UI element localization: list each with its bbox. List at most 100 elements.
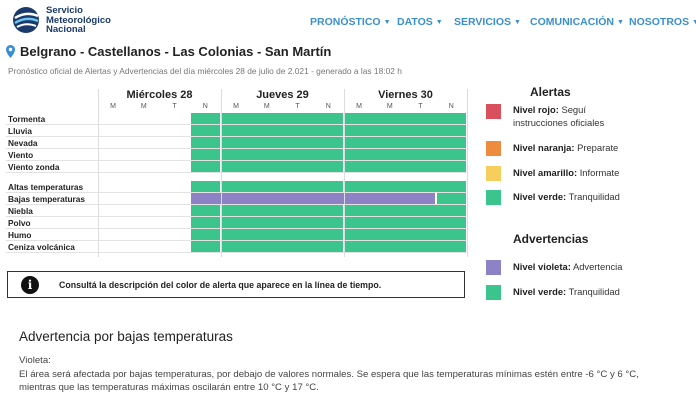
swatch-amarillo: [486, 166, 501, 181]
row-divider: [6, 204, 467, 205]
hazard-label: Altas temperaturas: [8, 182, 84, 192]
legend-desc: Preparate: [577, 142, 619, 153]
warning-text-line1: El área será afectada por bajas temperat…: [19, 369, 639, 380]
alert-cell-verde[interactable]: [345, 161, 466, 172]
alert-cell-verde[interactable]: [345, 149, 466, 160]
smn-logo-icon[interactable]: [10, 5, 44, 35]
alert-cell-verde[interactable]: [345, 125, 466, 136]
alert-cell-verde[interactable]: [191, 149, 220, 160]
alert-cell-verde[interactable]: [191, 161, 220, 172]
period-label: N: [202, 103, 208, 110]
nav-pronostico[interactable]: PRONÓSTICO ▼: [310, 16, 391, 28]
alert-cell-verde[interactable]: [345, 181, 466, 192]
alert-cell-verde[interactable]: [437, 193, 466, 204]
period-label: T: [295, 103, 300, 110]
alert-cell-verde[interactable]: [222, 149, 343, 160]
row-divider: [6, 192, 467, 193]
alert-cell-verde[interactable]: [345, 241, 466, 252]
site-header: Servicio Meteorológico Nacional PRONÓSTI…: [0, 0, 696, 42]
alert-cell-violeta[interactable]: [191, 193, 436, 204]
logo-line3: Nacional: [46, 24, 86, 35]
alert-cell-verde[interactable]: [191, 125, 220, 136]
info-text: Consultá la descripción del color de ale…: [59, 280, 382, 290]
alert-cell-verde[interactable]: [345, 205, 466, 216]
alert-cell-verde[interactable]: [191, 205, 220, 216]
legend-level: Nivel rojo:: [513, 104, 559, 115]
period-label: M: [356, 103, 362, 110]
nav-nosotros[interactable]: NOSOTROS ▼: [629, 16, 696, 28]
warning-text-line2: mientras que las temperaturas máximas os…: [19, 382, 319, 393]
day-divider: [221, 89, 222, 257]
period-label: N: [448, 103, 454, 110]
forecast-subtitle: Pronóstico oficial de Alertas y Adverten…: [8, 66, 402, 76]
alert-cell-verde[interactable]: [345, 217, 466, 228]
day-divider: [344, 89, 345, 257]
alert-cell-verde[interactable]: [345, 229, 466, 240]
alert-cell-verde[interactable]: [222, 217, 343, 228]
alert-cell-verde[interactable]: [191, 229, 220, 240]
alert-cell-verde[interactable]: [191, 137, 220, 148]
warning-label: Violeta:: [19, 355, 51, 366]
nav-servicios[interactable]: SERVICIOS ▼: [454, 16, 521, 28]
alert-cell-verde[interactable]: [191, 217, 220, 228]
alert-cell-verde[interactable]: [222, 161, 343, 172]
swatch-rojo: [486, 104, 501, 119]
hazard-label: Polvo: [8, 218, 31, 228]
legend-desc: Seguí instrucciones oficiales: [513, 104, 605, 128]
info-icon: i: [21, 276, 39, 294]
legend-item-naranja: Nivel naranja: Preparate: [513, 141, 618, 154]
location-pin-icon: [6, 45, 15, 58]
nav-datos[interactable]: DATOS ▼: [397, 16, 443, 28]
legend-desc: Tranquilidad: [568, 286, 620, 297]
row-divider: [6, 216, 467, 217]
period-label: T: [418, 103, 423, 110]
chevron-down-icon: ▼: [435, 19, 443, 26]
chevron-down-icon: ▼: [692, 19, 696, 26]
period-label: T: [172, 103, 177, 110]
alert-cell-verde[interactable]: [191, 113, 220, 124]
legend-level: Nivel naranja:: [513, 142, 575, 153]
alert-cell-verde[interactable]: [345, 137, 466, 148]
hazard-label: Lluvia: [8, 126, 32, 136]
legend-advertencias-heading: Advertencias: [513, 232, 589, 246]
alert-cell-verde[interactable]: [191, 181, 220, 192]
legend-level: Nivel violeta:: [513, 261, 571, 272]
day-divider: [467, 89, 468, 257]
alert-cell-verde[interactable]: [222, 125, 343, 136]
logo-text[interactable]: Servicio Meteorológico Nacional: [46, 6, 111, 35]
day-label: Jueves 29: [256, 89, 309, 101]
alert-cell-verde[interactable]: [222, 229, 343, 240]
period-label: M: [263, 103, 270, 110]
alert-cell-verde[interactable]: [345, 113, 466, 124]
alert-cell-verde[interactable]: [222, 241, 343, 252]
nav-comunicacion[interactable]: COMUNICACIÓN ▼: [530, 16, 624, 28]
alert-cell-verde[interactable]: [222, 181, 343, 192]
legend-item-verde-advertencia: Nivel verde: Tranquilidad: [513, 285, 620, 298]
swatch-violeta: [486, 260, 501, 275]
hazard-label: Viento zonda: [8, 162, 60, 172]
row-divider: [6, 148, 467, 149]
alert-cell-verde[interactable]: [191, 241, 220, 252]
alert-cell-verde[interactable]: [222, 137, 343, 148]
nav-label: DATOS: [397, 16, 433, 28]
legend-item-violeta: Nivel violeta: Advertencia: [513, 260, 622, 273]
chevron-down-icon: ▼: [514, 19, 521, 26]
hazard-label: Humo: [8, 230, 32, 240]
legend-item-verde: Nivel verde: Tranquilidad: [513, 190, 620, 203]
legend-item-rojo: Nivel rojo: Seguí instrucciones oficiale…: [513, 103, 623, 129]
period-label: M: [110, 103, 116, 110]
hazard-label: Tormenta: [8, 114, 46, 124]
period-label: M: [386, 103, 393, 110]
row-divider: [6, 240, 467, 241]
hazard-label: Bajas temperaturas: [8, 194, 86, 204]
legend-desc: Advertencia: [572, 261, 623, 272]
nav-label: NOSOTROS: [629, 16, 690, 28]
hazard-label: Nevada: [8, 138, 38, 148]
row-divider: [6, 124, 467, 125]
row-divider: [6, 136, 467, 137]
hazard-label: Ceniza volcánica: [8, 242, 75, 252]
legend-desc: Informate: [579, 167, 620, 178]
alert-cell-verde[interactable]: [222, 113, 343, 124]
logo-line2: Meteorológico: [46, 14, 111, 26]
alert-cell-verde[interactable]: [222, 205, 343, 216]
